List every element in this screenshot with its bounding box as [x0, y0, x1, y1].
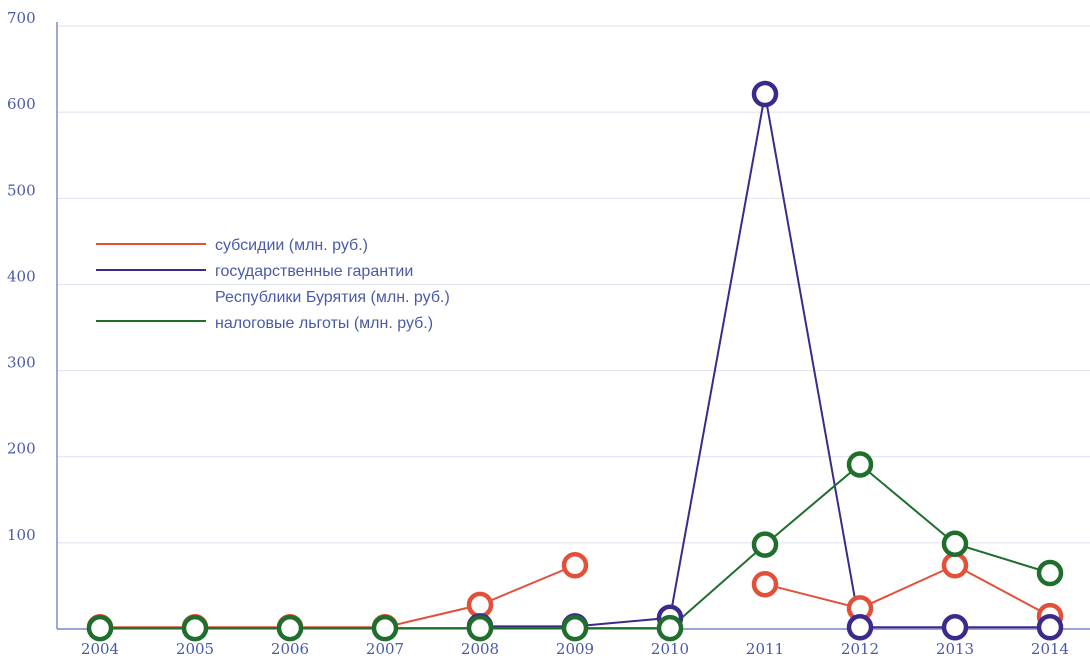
series-line-subsidies: [764, 564, 1051, 617]
data-point-subsidies: [466, 591, 494, 619]
x-tick-label: 2006: [271, 640, 309, 658]
data-point-guarantees: [941, 614, 969, 641]
y-tick-label: 600: [7, 95, 36, 113]
data-point-tax-benefits: [561, 614, 589, 642]
data-point-tax-benefits: [181, 614, 209, 642]
x-tick-label: 2010: [651, 640, 689, 658]
data-point-tax-benefits: [751, 531, 779, 558]
y-tick-label: 700: [7, 9, 36, 27]
x-tick-labels: 2004 2005 2006 2007 2008 2009 2010 2011 2012 2013…: [81, 640, 1069, 658]
data-point-subsidies: [751, 570, 779, 598]
x-tick-label: 2007: [366, 640, 404, 658]
x-tick-label: 2013: [936, 640, 974, 658]
data-point-tax-benefits: [941, 530, 969, 557]
gridlines: [57, 25, 1090, 544]
y-tick-label: 300: [7, 354, 36, 372]
y-tick-label: 200: [7, 440, 36, 458]
series-lines: [100, 93, 1051, 630]
y-tick-label: 100: [7, 526, 36, 544]
data-point-guarantees: [751, 80, 779, 108]
legend-label-guarantees-line2: Республики Бурятия (млн. руб.): [215, 289, 450, 306]
data-point-tax-benefits: [276, 614, 304, 642]
x-tick-label: 2012: [841, 640, 879, 658]
data-point-guarantees: [846, 614, 874, 641]
data-point-tax-benefits: [466, 614, 494, 642]
y-tick-label: 500: [7, 181, 36, 199]
data-point-tax-benefits: [656, 614, 684, 642]
data-point-guarantees: [1036, 614, 1064, 641]
x-tick-label: 2008: [461, 640, 499, 658]
x-tick-label: 2011: [746, 640, 784, 658]
data-point-tax-benefits: [846, 451, 874, 478]
legend: субсидии (млн. руб.) государственные гар…: [96, 237, 450, 332]
series-line-subsidies: [100, 564, 576, 629]
x-tick-label: 2014: [1031, 640, 1069, 658]
axes: [56, 22, 1090, 630]
data-point-tax-benefits: [1036, 559, 1064, 587]
series-points: [86, 80, 1064, 642]
x-tick-label: 2004: [81, 640, 119, 658]
y-tick-label: 400: [7, 267, 36, 285]
x-tick-label: 2009: [556, 640, 594, 658]
data-point-subsidies: [941, 552, 969, 579]
data-point-subsidies: [561, 552, 589, 579]
legend-label-tax-benefits: налоговые льготы (млн. руб.): [215, 315, 433, 332]
data-point-tax-benefits: [371, 614, 399, 642]
x-tick-label: 2005: [176, 640, 214, 658]
series-line-tax-benefits: [100, 463, 1051, 630]
data-point-tax-benefits: [86, 614, 114, 642]
legend-label-guarantees-line1: государственные гарантии: [215, 263, 413, 280]
legend-label-subsidies: субсидии (млн. руб.): [215, 237, 368, 254]
y-tick-labels: 100 200 300 400 500 600 700: [7, 9, 36, 544]
